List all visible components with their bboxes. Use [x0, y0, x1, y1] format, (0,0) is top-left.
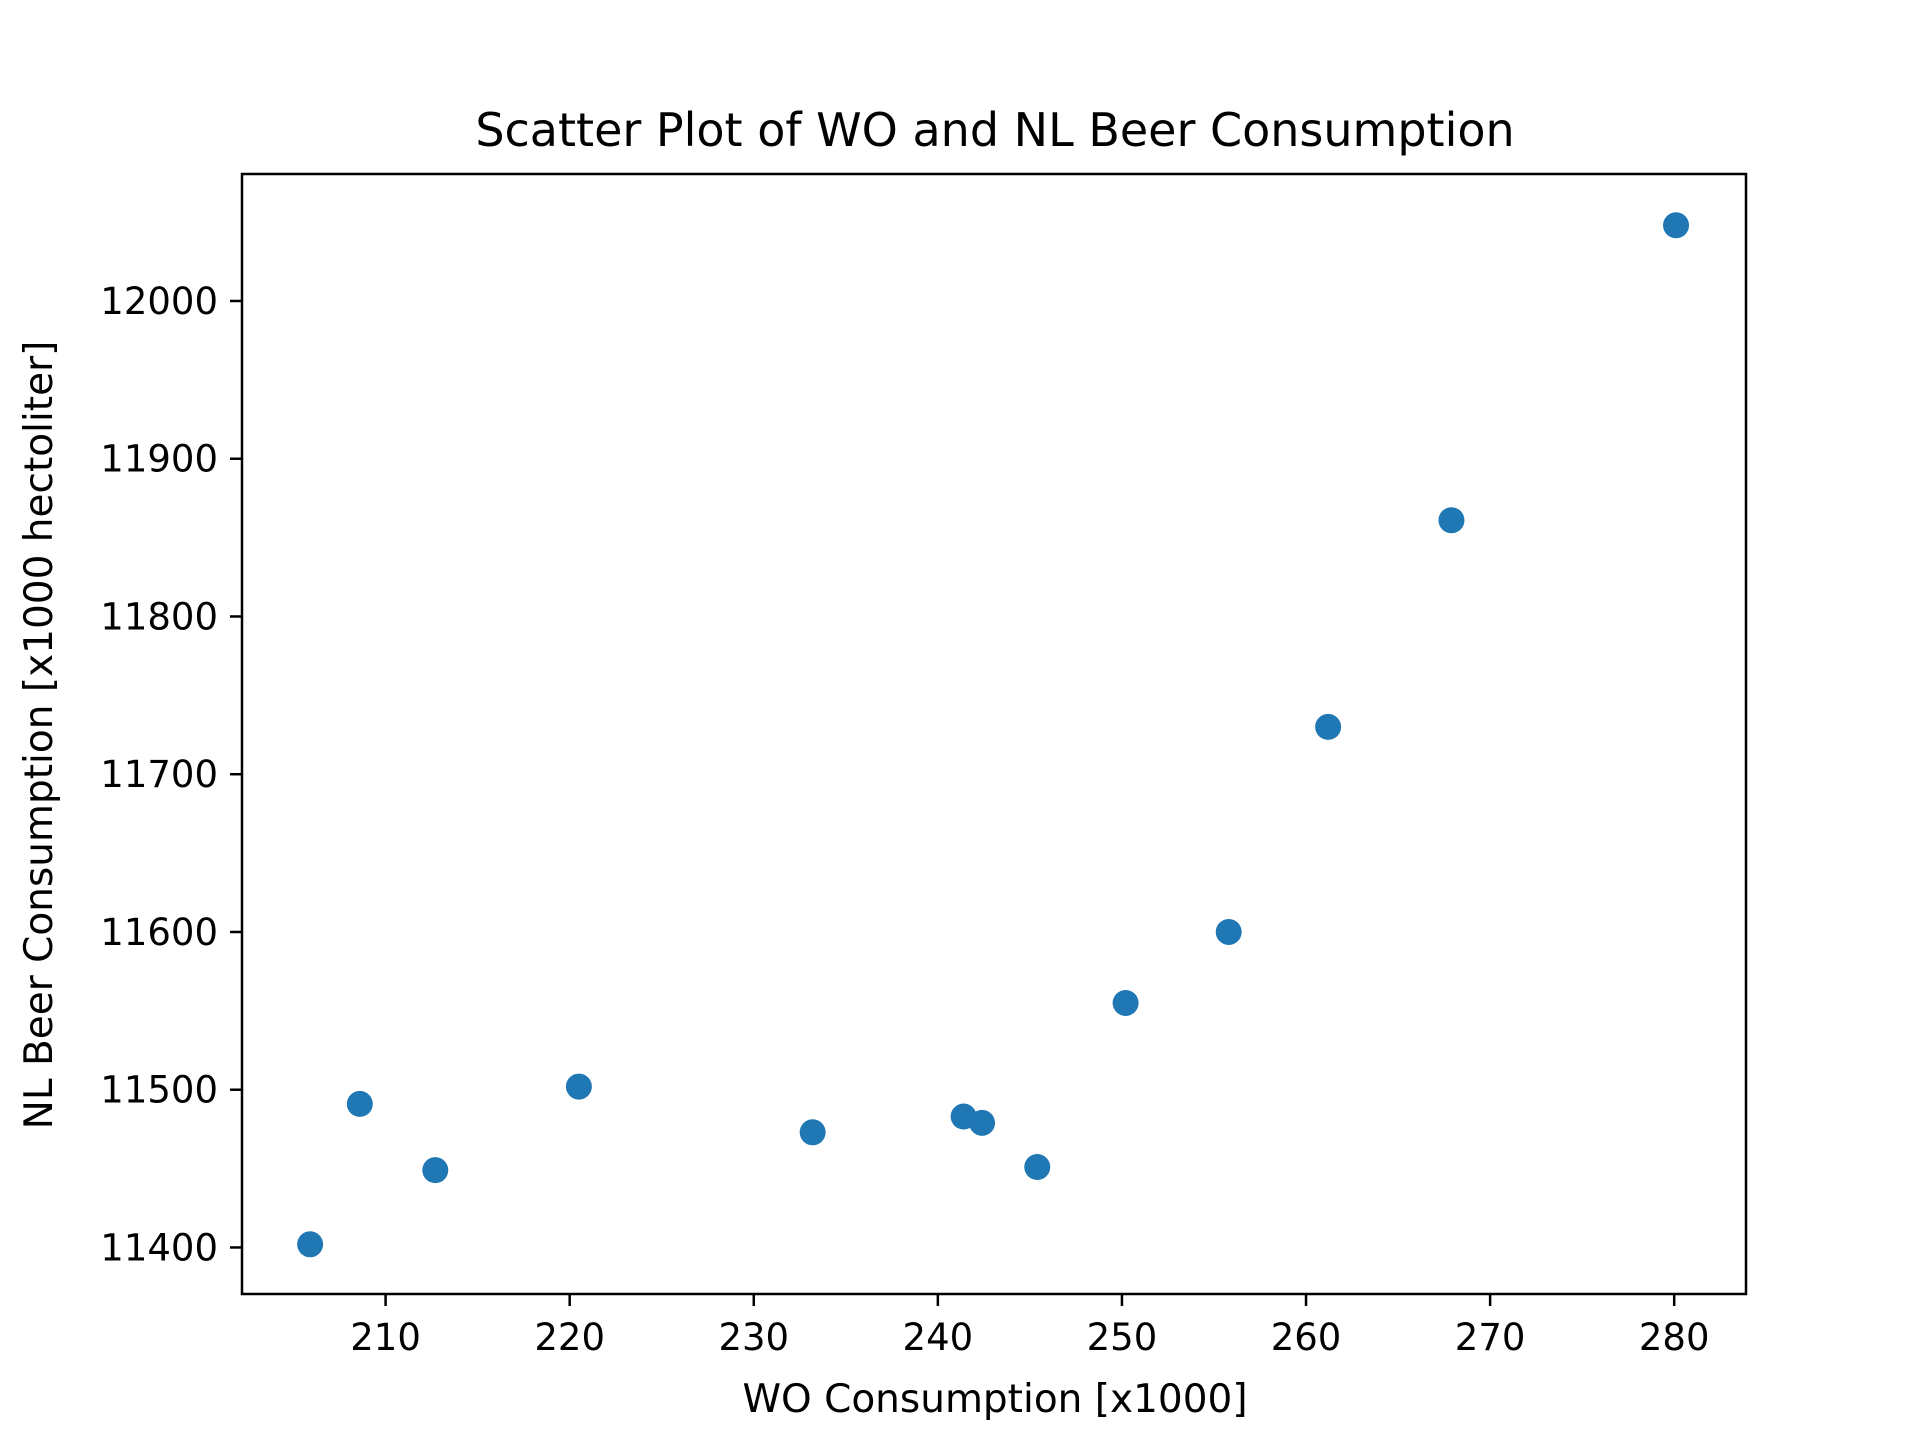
- scatter-point: [1024, 1154, 1051, 1181]
- scatter-point: [799, 1119, 826, 1146]
- x-tick-label: 270: [1455, 1316, 1526, 1359]
- scatter-point: [1315, 713, 1342, 740]
- y-tick-label: 11900: [100, 438, 218, 481]
- x-tick-label: 240: [903, 1316, 974, 1359]
- x-tick-label: 210: [350, 1316, 421, 1359]
- scatter-point: [1663, 212, 1690, 239]
- x-axis-label: WO Consumption [x1000]: [742, 1377, 1247, 1422]
- x-tick-label: 220: [534, 1316, 605, 1359]
- scatter-point: [1215, 918, 1242, 945]
- scatter-point: [422, 1157, 449, 1184]
- y-tick-label: 11800: [100, 595, 218, 638]
- chart-title: Scatter Plot of WO and NL Beer Consumpti…: [475, 103, 1514, 157]
- x-tick-label: 280: [1639, 1316, 1710, 1359]
- x-tick-label: 250: [1087, 1316, 1158, 1359]
- x-tick-label: 260: [1271, 1316, 1342, 1359]
- scatter-point: [346, 1090, 373, 1117]
- scatter-point: [297, 1231, 324, 1258]
- x-tick-label: 230: [718, 1316, 789, 1359]
- scatter-point: [1438, 507, 1465, 534]
- y-tick-label: 12000: [100, 280, 218, 323]
- y-axis-label: NL Beer Consumption [x1000 hectoliter]: [17, 341, 62, 1130]
- y-tick-label: 11700: [100, 753, 218, 796]
- scatter-point: [1112, 989, 1139, 1016]
- plot-area: 210 220 230 240 250 260 270 280 11400 11500 11600 1…: [100, 172, 1748, 1359]
- y-tick-label: 11400: [100, 1226, 218, 1269]
- y-tick-label: 11500: [100, 1069, 218, 1112]
- scatter-point: [969, 1109, 996, 1136]
- scatter-point: [565, 1073, 592, 1100]
- plot-frame: [240, 172, 1748, 1296]
- y-tick-label: 11600: [100, 911, 218, 954]
